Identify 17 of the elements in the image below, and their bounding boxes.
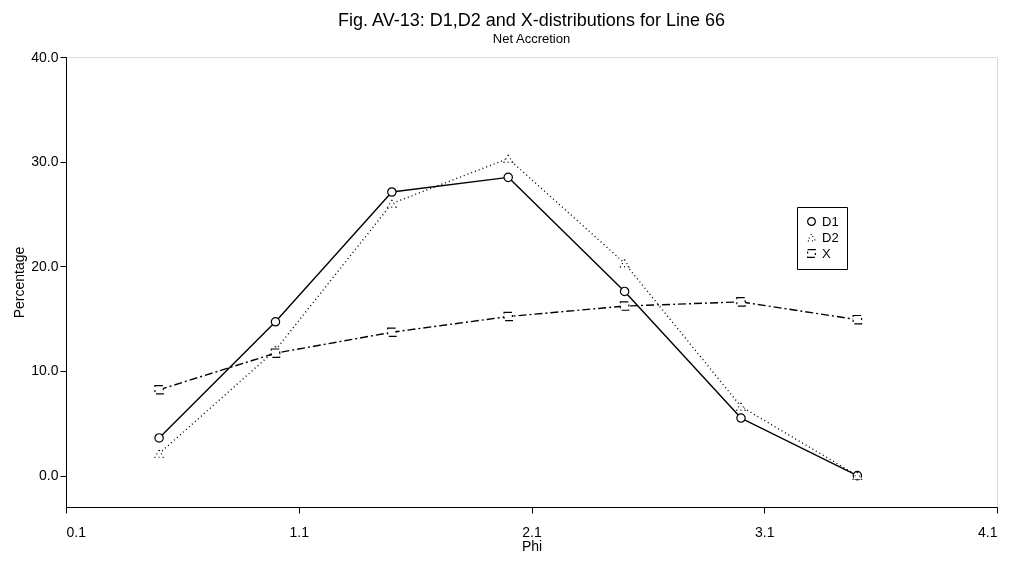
legend-label: X: [822, 245, 831, 261]
chart-subtitle: Net Accretion: [492, 31, 571, 46]
legend-label: D1: [822, 213, 839, 229]
y-tick-label: 10.0: [31, 362, 59, 379]
x-tick-label: 3.1: [755, 523, 775, 540]
y-axis-title: Percentage: [11, 246, 28, 319]
y-tick-label: 0.0: [39, 467, 59, 484]
y-tick-label: 30.0: [31, 153, 59, 170]
x-tick-label: 4.1: [978, 523, 998, 540]
x-tick-label: 2.1: [522, 523, 542, 540]
y-tick-label: 20.0: [31, 257, 59, 274]
x-tick-label: 0.1: [66, 523, 87, 540]
chart-title: Fig. AV-13: D1,D2 and X-distributions for Line 66: [338, 10, 725, 30]
x-axis-title: Phi: [521, 537, 543, 554]
legend-label: D2: [822, 229, 839, 245]
y-tick-label: 40.0: [31, 48, 59, 65]
x-tick-label: 1.1: [289, 523, 310, 540]
